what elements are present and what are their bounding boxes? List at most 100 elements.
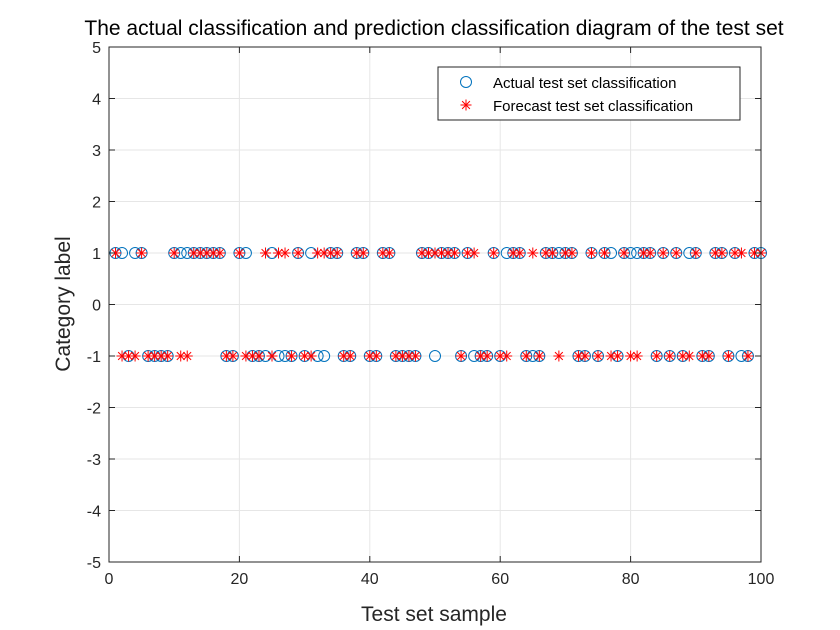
forecast-point [233, 247, 245, 259]
forecast-point [266, 350, 278, 362]
x-tick-label: 60 [491, 571, 509, 588]
y-tick-label: 0 [92, 298, 101, 315]
x-tick-label: 0 [105, 571, 114, 588]
forecast-point [449, 247, 461, 259]
forecast-point [240, 350, 252, 362]
y-tick-label: -4 [87, 504, 101, 521]
forecast-point [136, 247, 148, 259]
forecast-point [501, 350, 513, 362]
forecast-point [312, 247, 324, 259]
forecast-point [116, 350, 128, 362]
forecast-point [344, 350, 356, 362]
forecast-point [527, 247, 539, 259]
legend-asterisk-icon [460, 99, 472, 111]
legend-entry-actual: Actual test set classification [493, 75, 676, 92]
forecast-point [546, 247, 558, 259]
legend-entry-forecast: Forecast test set classification [493, 98, 693, 115]
axis-ticks: 0 20 40 60 80 100 5 4 3 2 1 0 -1 -2 -3 -4 -5 [87, 40, 775, 588]
forecast-point [585, 247, 597, 259]
y-tick-label: -1 [87, 349, 101, 366]
forecast-point [351, 247, 363, 259]
forecast-point [149, 350, 161, 362]
y-tick-label: 2 [92, 195, 101, 212]
y-tick-label: 5 [92, 40, 101, 57]
forecast-point [227, 350, 239, 362]
forecast-point [468, 247, 480, 259]
x-tick-label: 80 [622, 571, 640, 588]
x-axis-label: Test set sample [361, 603, 507, 626]
forecast-point [735, 247, 747, 259]
forecast-point [129, 350, 141, 362]
forecast-point [618, 247, 630, 259]
data-markers [109, 247, 767, 362]
forecast-point [690, 247, 702, 259]
forecast-point [481, 350, 493, 362]
forecast-point [370, 350, 382, 362]
forecast-point [286, 350, 298, 362]
forecast-point [599, 247, 611, 259]
forecast-point [703, 350, 715, 362]
y-tick-label: 4 [92, 92, 101, 109]
x-tick-label: 100 [748, 571, 775, 588]
forecast-point [742, 350, 754, 362]
x-tick-label: 20 [231, 571, 249, 588]
forecast-point [559, 247, 571, 259]
forecast-point [533, 350, 545, 362]
y-tick-label: 3 [92, 143, 101, 160]
forecast-point [292, 247, 304, 259]
forecast-point [722, 350, 734, 362]
forecast-point [325, 247, 337, 259]
forecast-point [396, 350, 408, 362]
forecast-point [520, 350, 532, 362]
legend-circle-icon [460, 76, 472, 88]
forecast-point [279, 247, 291, 259]
forecast-point [553, 350, 565, 362]
forecast-point [168, 247, 180, 259]
forecast-point [409, 350, 421, 362]
forecast-point [664, 350, 676, 362]
y-tick-label: 1 [92, 246, 101, 263]
y-tick-label: -5 [87, 555, 101, 572]
forecast-point [566, 247, 578, 259]
forecast-point [155, 350, 167, 362]
forecast-point [612, 350, 624, 362]
forecast-point [592, 350, 604, 362]
forecast-point [488, 247, 500, 259]
forecast-point [475, 350, 487, 362]
forecast-point [331, 247, 343, 259]
forecast-point [246, 350, 258, 362]
forecast-point [162, 350, 174, 362]
forecast-point [357, 247, 369, 259]
forecast-point [683, 350, 695, 362]
forecast-point [631, 350, 643, 362]
chart-title: The actual classification and prediction… [84, 17, 783, 40]
forecast-point [670, 247, 682, 259]
forecast-point [455, 350, 467, 362]
forecast-point [377, 247, 389, 259]
forecast-point [259, 247, 271, 259]
forecast-point [181, 350, 193, 362]
forecast-point [657, 247, 669, 259]
forecast-point [514, 247, 526, 259]
forecast-point [253, 350, 265, 362]
legend: Actual test set classification Forecast … [437, 66, 741, 121]
actual-point [429, 350, 441, 362]
y-axis-label: Category label [52, 236, 75, 371]
forecast-point [625, 350, 637, 362]
x-tick-label: 40 [361, 571, 379, 588]
y-tick-label: -3 [87, 452, 101, 469]
forecast-point [214, 247, 226, 259]
forecast-point [716, 247, 728, 259]
y-tick-label: -2 [87, 401, 101, 418]
forecast-point [651, 350, 663, 362]
forecast-point [644, 247, 656, 259]
forecast-point [579, 350, 591, 362]
forecast-point [305, 350, 317, 362]
forecast-point [383, 247, 395, 259]
forecast-point [638, 247, 650, 259]
forecast-point [338, 350, 350, 362]
legend-box [437, 66, 741, 121]
actual-point [318, 350, 331, 362]
